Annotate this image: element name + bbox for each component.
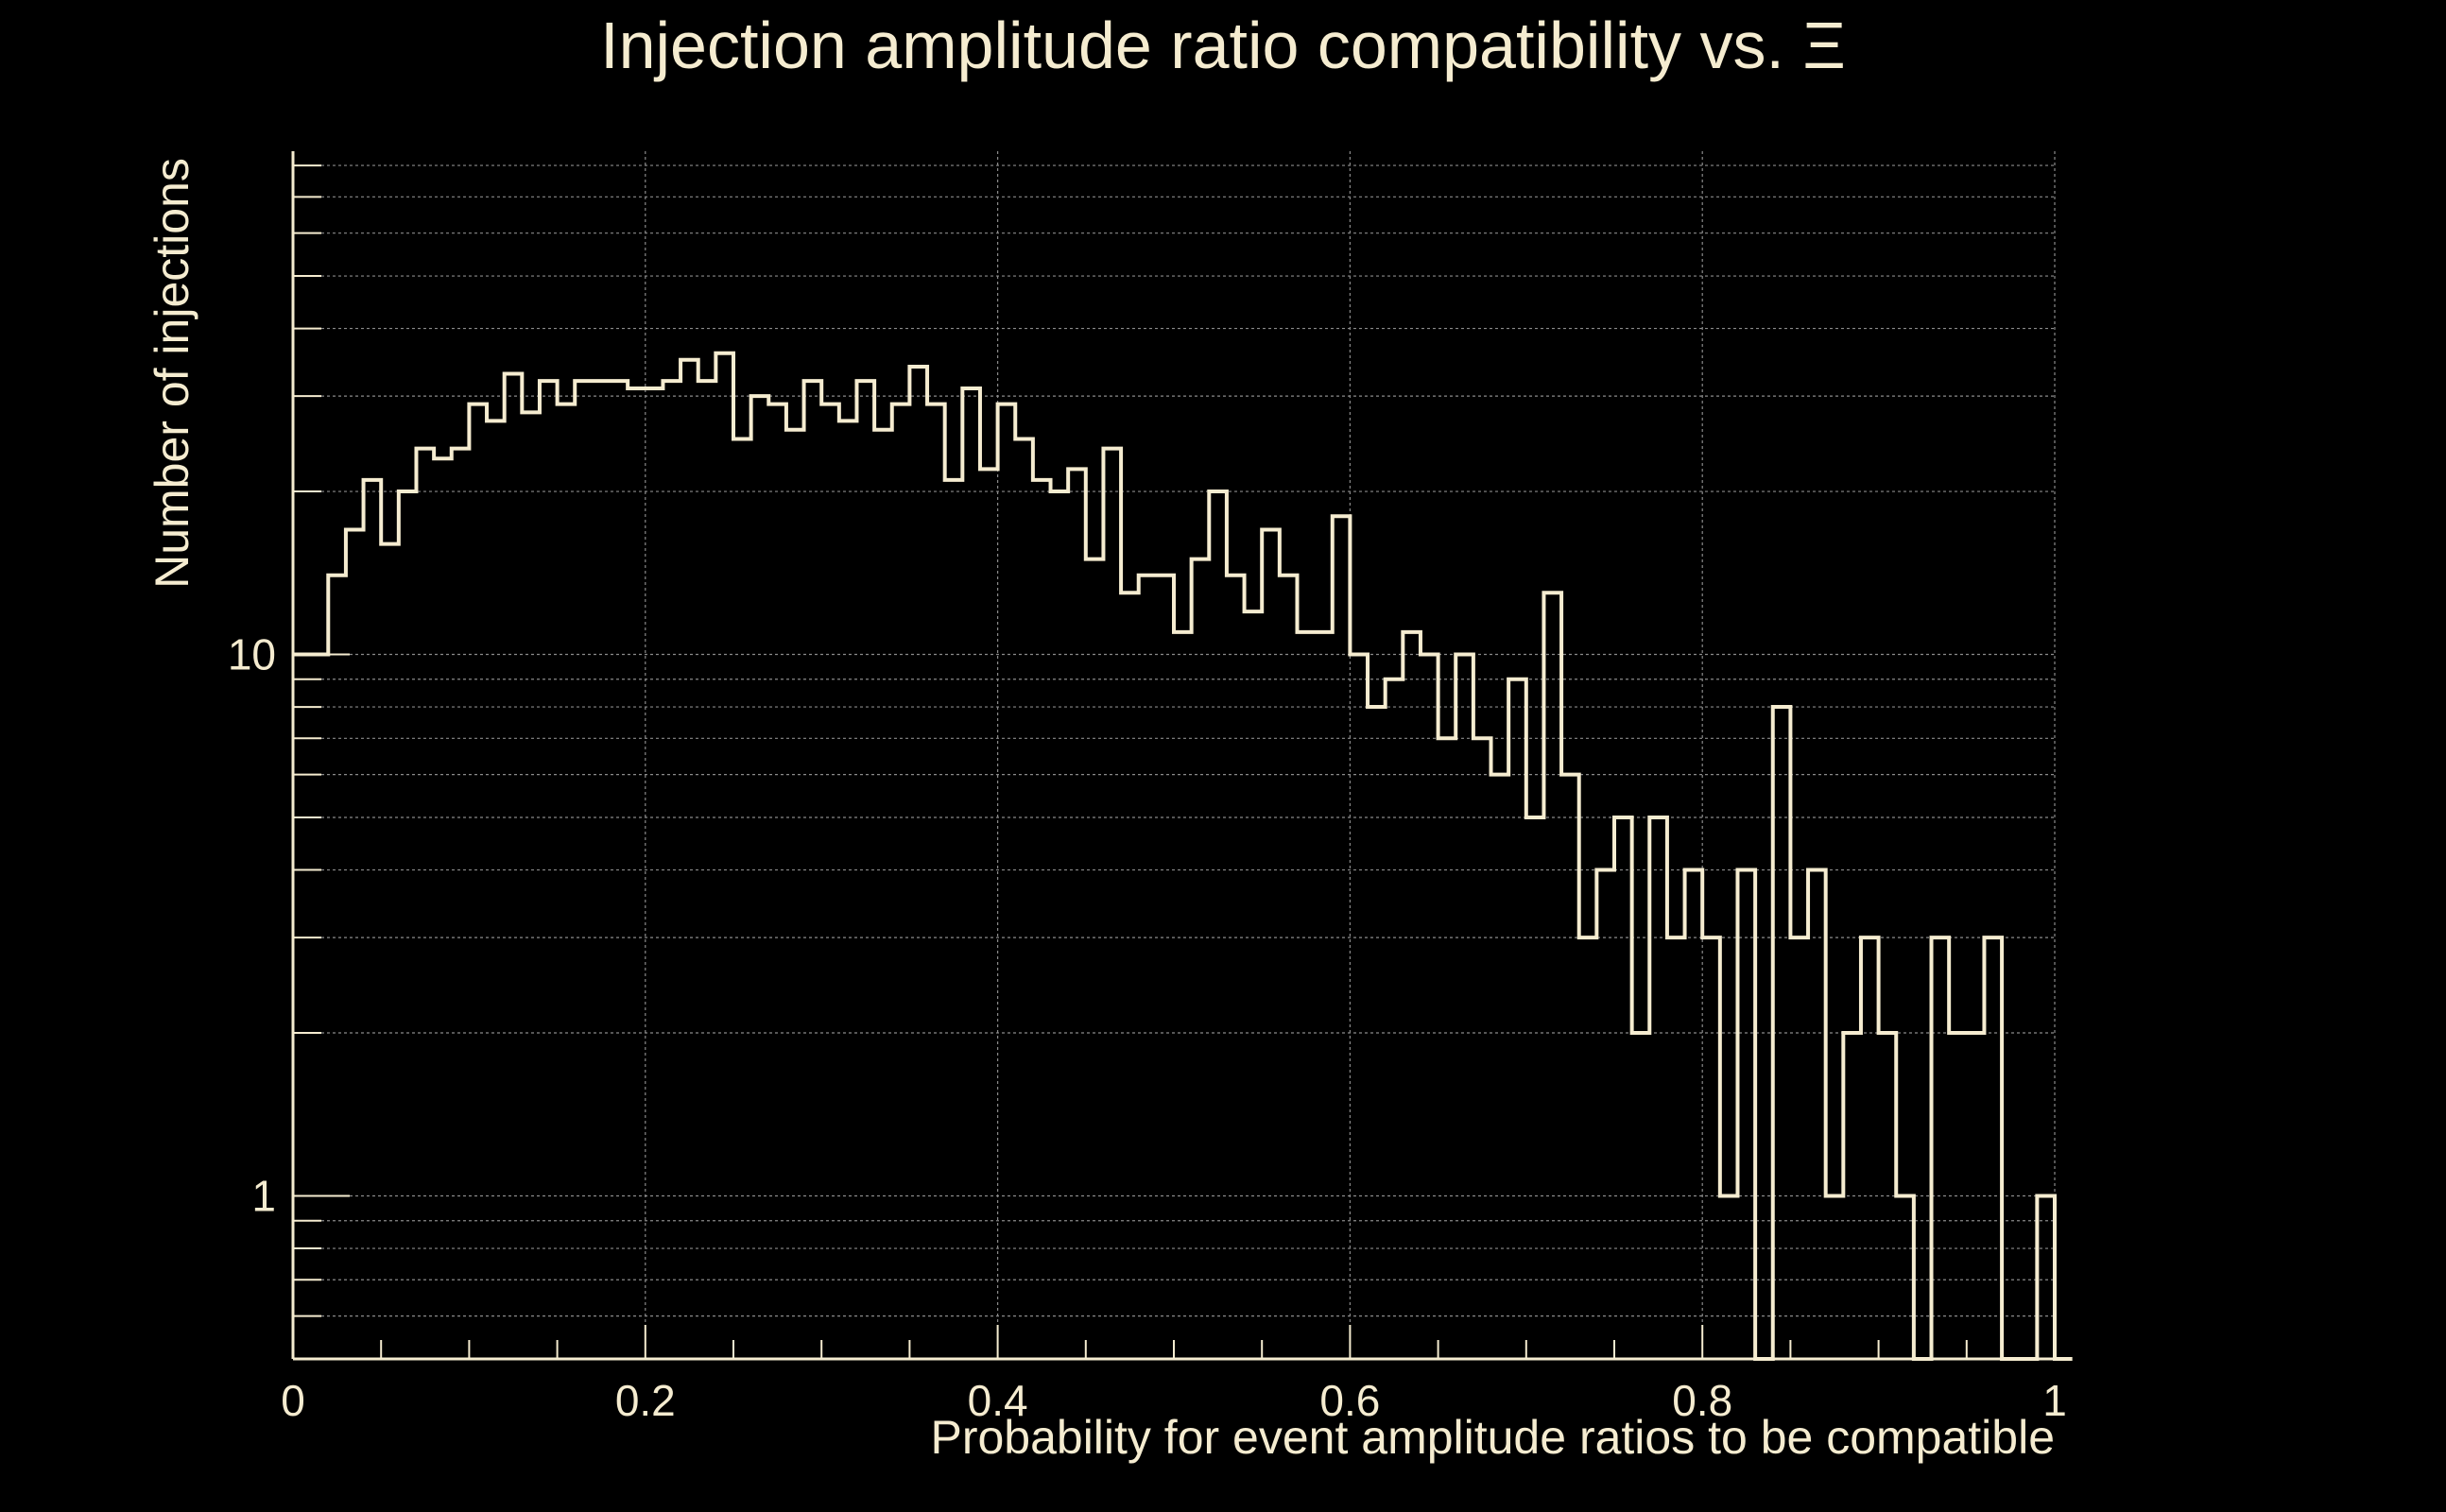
- x-axis-label: Probability for event amplitude ratios t…: [930, 1411, 2055, 1464]
- tick-marks: [292, 164, 2056, 1360]
- x-tick-label: 0: [281, 1376, 305, 1425]
- y-axis-label: Number of injections: [146, 158, 198, 589]
- y-tick-label: 10: [228, 630, 276, 679]
- x-tick-label: 0.8: [1672, 1376, 1732, 1425]
- chart-title: Injection amplitude ratio compatibility …: [600, 9, 1846, 82]
- x-tick-label: 0.6: [1319, 1376, 1380, 1425]
- x-tick-label: 0.4: [968, 1376, 1028, 1425]
- x-tick-label: 1: [2042, 1376, 2067, 1425]
- grid-lines: [292, 151, 2056, 1360]
- tick-labels: 0 0.2 0.4 0.6 0.8 1 1 10: [228, 630, 2067, 1425]
- y-tick-label: 1: [251, 1172, 276, 1221]
- x-tick-label: 0.2: [615, 1376, 676, 1425]
- histogram-series: [293, 351, 2073, 1361]
- histogram-line: [293, 351, 2073, 1361]
